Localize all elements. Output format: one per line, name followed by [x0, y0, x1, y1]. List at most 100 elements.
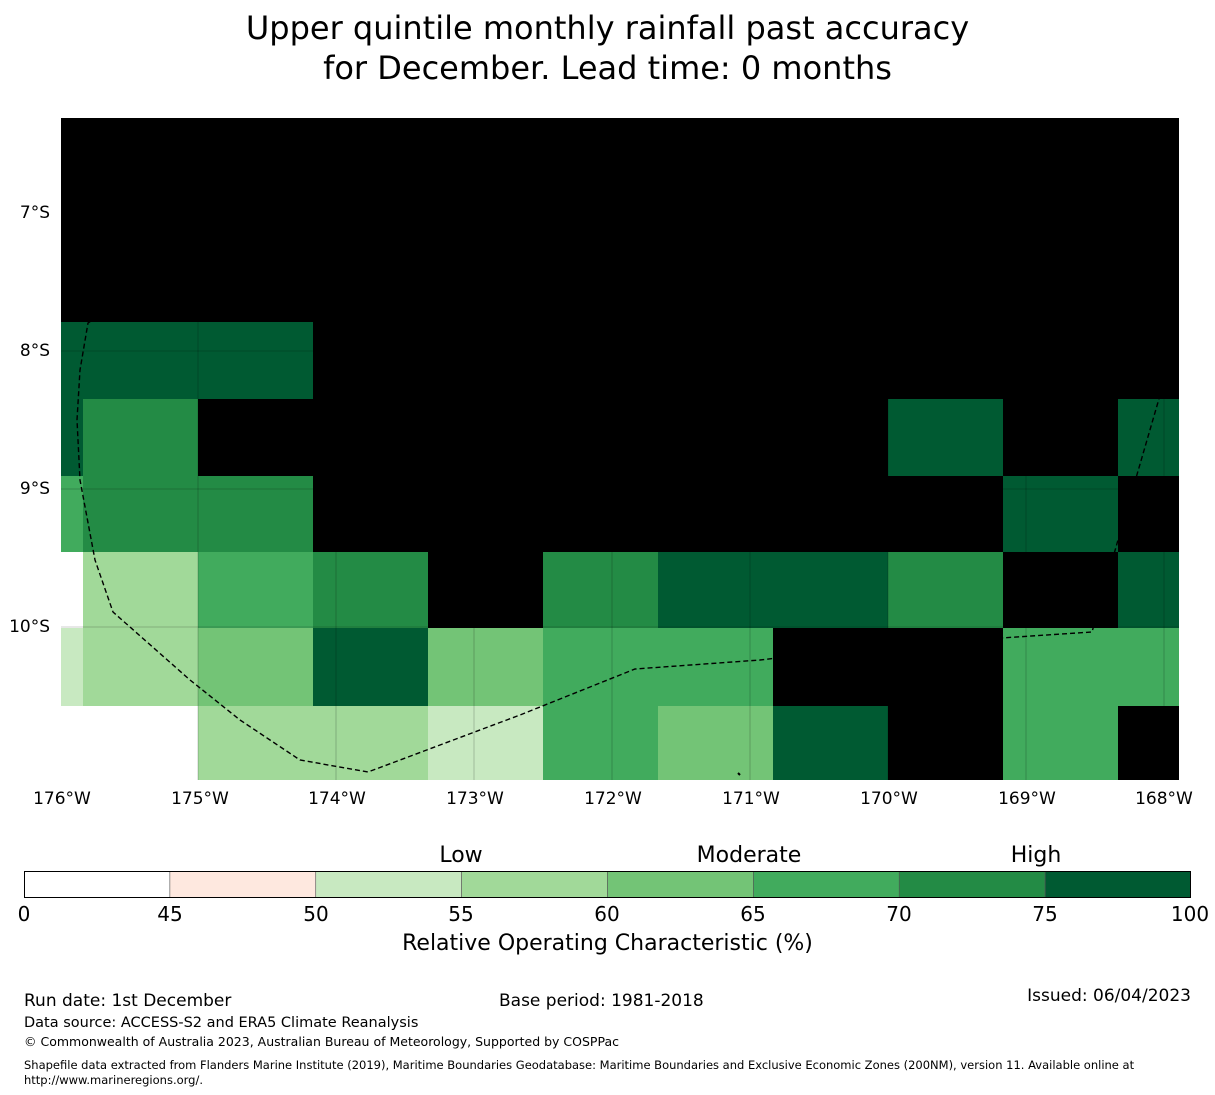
- grid-cell: [1118, 118, 1179, 220]
- grid-cell: [198, 118, 313, 220]
- grid-cell: [1118, 552, 1179, 628]
- grid-cell: [658, 118, 773, 220]
- grid-cell: [658, 322, 773, 399]
- eez-boundary: [76, 140, 1164, 773]
- colorbar-swatch: [1044, 871, 1191, 898]
- grid-cell: [658, 628, 773, 706]
- colorbar-label: Relative Operating Characteristic (%): [402, 931, 813, 956]
- lat-label: 7°S: [19, 203, 50, 223]
- grid-cell: [888, 399, 1003, 476]
- grid-cell: [1003, 220, 1118, 322]
- lon-label: 175°W: [171, 789, 229, 809]
- grid-cell: [1003, 399, 1118, 476]
- grid-cell: [1118, 628, 1179, 706]
- lon-label: 168°W: [1135, 789, 1193, 809]
- lon-label: 176°W: [33, 789, 91, 809]
- grid-cell: [773, 706, 888, 780]
- colorbar-swatch: [607, 871, 754, 898]
- lat-label: 10°S: [9, 617, 50, 637]
- grid-cell: [313, 476, 428, 552]
- grid-cell: [658, 706, 773, 780]
- grid-cell: [428, 476, 543, 552]
- title-line-2: for December. Lead time: 0 months: [323, 49, 892, 87]
- colorbar-tick: 75: [1032, 902, 1058, 926]
- colorbar-category-moderate: Moderate: [696, 843, 802, 868]
- grid-cell: [888, 476, 1003, 552]
- grid-cell: [1118, 476, 1179, 552]
- colorbar: [24, 871, 1191, 898]
- grid-cell: [658, 552, 773, 628]
- grid-cell: [313, 220, 428, 322]
- grid-cell: [658, 399, 773, 476]
- colorbar-swatch: [24, 871, 171, 898]
- grid-cell: [313, 552, 428, 628]
- grid-cell: [888, 118, 1003, 220]
- colorbar-swatch: [461, 871, 608, 898]
- graticule: [61, 118, 1179, 780]
- grid-cell: [543, 628, 658, 706]
- grid-cell: [1003, 552, 1118, 628]
- grid-cell: [1003, 706, 1118, 780]
- colorbar-tick: 0: [17, 902, 31, 926]
- grid-cell: [1118, 220, 1179, 322]
- grid-cell: [428, 552, 543, 628]
- grid-cell: [61, 220, 198, 322]
- grid-cell: [888, 322, 1003, 399]
- grid-cell: [1118, 322, 1179, 399]
- grid-cell: [61, 706, 198, 780]
- grid-cell: [313, 322, 428, 399]
- grid-cell: [61, 552, 198, 628]
- grid-cell: [198, 706, 313, 780]
- colorbar-category-high: High: [1010, 843, 1062, 868]
- copyright: © Commonwealth of Australia 2023, Austra…: [24, 1034, 619, 1049]
- grid-cell: [1118, 399, 1179, 476]
- grid-cell: [198, 220, 313, 322]
- run-date: Run date: 1st December: [24, 991, 232, 1011]
- grid-cell: [543, 322, 658, 399]
- shapefile-url: http://www.marineregions.org/.: [24, 1073, 203, 1087]
- grid-cells: [61, 118, 1179, 780]
- grid-cell: [658, 220, 773, 322]
- grid-cell: [198, 628, 313, 706]
- grid-cell: [61, 628, 83, 706]
- grid-cell: [543, 552, 658, 628]
- colorbar-frame: [24, 871, 1191, 898]
- rainfall-accuracy-map: [61, 118, 1179, 780]
- lat-label: 8°S: [19, 341, 50, 361]
- grid-cell: [313, 706, 428, 780]
- colorbar-tick: 65: [740, 902, 766, 926]
- grid-cell: [61, 322, 198, 399]
- chart-title: Upper quintile monthly rainfall past acc…: [0, 8, 1215, 88]
- island-mark: [541, 427, 547, 433]
- grid-cell: [543, 706, 658, 780]
- colorbar-tick: 50: [303, 902, 329, 926]
- grid-cell: [1118, 706, 1179, 780]
- grid-cell: [773, 399, 888, 476]
- grid-cell: [1003, 322, 1118, 399]
- data-source: Data source: ACCESS-S2 and ERA5 Climate …: [24, 1015, 419, 1031]
- island-mark: [719, 535, 726, 541]
- grid-cell: [198, 552, 313, 628]
- grid-cell: [61, 552, 83, 628]
- grid-cell: [61, 399, 198, 476]
- grid-cell: [1003, 118, 1118, 220]
- lon-label: 172°W: [584, 789, 642, 809]
- lon-label: 169°W: [998, 789, 1056, 809]
- grid-cell: [888, 220, 1003, 322]
- grid-cell: [773, 552, 888, 628]
- colorbar-tick: 45: [157, 902, 183, 926]
- colorbar-swatch: [753, 871, 900, 898]
- grid-cell: [61, 476, 198, 552]
- grid-cell: [428, 399, 543, 476]
- grid-cell: [428, 118, 543, 220]
- grid-cell: [61, 476, 83, 552]
- shapefile-credit: Shapefile data extracted from Flanders M…: [24, 1058, 1135, 1072]
- grid-cell: [773, 220, 888, 322]
- grid-cell: [773, 118, 888, 220]
- grid-cell: [888, 552, 1003, 628]
- grid-cell: [61, 118, 198, 220]
- colorbar-tick: 100: [1170, 902, 1210, 926]
- grid-cell: [198, 399, 313, 476]
- lon-label: 174°W: [308, 789, 366, 809]
- island-mark: [639, 509, 643, 516]
